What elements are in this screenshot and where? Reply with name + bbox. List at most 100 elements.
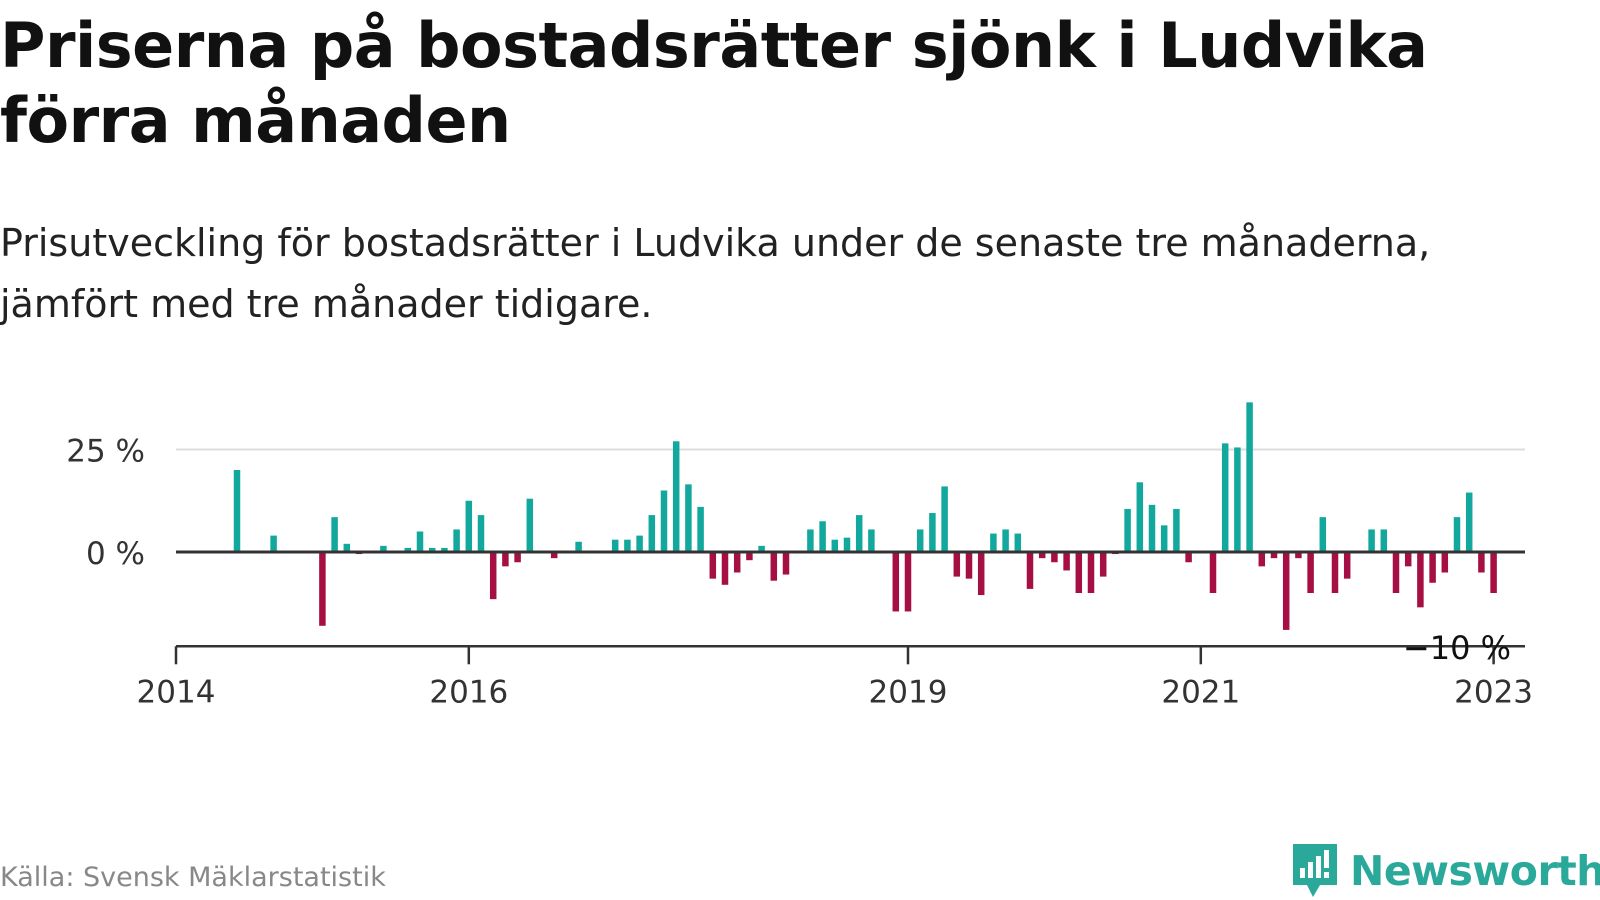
x-tick-label: 2021 bbox=[1161, 674, 1240, 710]
chart-subtitle: Prisutveckling för bostadsrätter i Ludvi… bbox=[0, 221, 1431, 326]
bar bbox=[1051, 552, 1058, 563]
bar bbox=[819, 521, 826, 552]
bar bbox=[489, 552, 497, 600]
bar bbox=[831, 539, 839, 552]
bar bbox=[1014, 533, 1022, 552]
bar bbox=[428, 547, 436, 552]
bar bbox=[1319, 517, 1327, 552]
bar bbox=[904, 552, 912, 612]
bar bbox=[746, 552, 753, 561]
bar bbox=[319, 552, 326, 626]
last-value-label: −10 % bbox=[1403, 629, 1511, 667]
bar bbox=[843, 537, 851, 552]
source-note: Källa: Svensk Mäklarstatistik bbox=[0, 862, 386, 893]
bar bbox=[648, 515, 656, 552]
bar bbox=[965, 552, 973, 579]
bar bbox=[697, 506, 704, 552]
bar bbox=[343, 543, 351, 552]
x-tick-label: 2014 bbox=[137, 674, 216, 710]
bar bbox=[1368, 529, 1375, 552]
bar bbox=[1404, 552, 1412, 567]
bar bbox=[331, 517, 338, 552]
bar bbox=[1221, 443, 1229, 552]
bar bbox=[380, 545, 387, 552]
bar bbox=[953, 552, 961, 577]
bar bbox=[1160, 525, 1168, 552]
bar bbox=[782, 552, 790, 575]
bar bbox=[1429, 552, 1436, 583]
bar bbox=[685, 484, 692, 552]
bar bbox=[709, 552, 717, 579]
bar bbox=[733, 552, 741, 573]
bar bbox=[807, 529, 814, 552]
bar bbox=[1099, 552, 1107, 577]
bar-chart: 25 % 0 % 2014 2016 2019 2021 2023 −10 % bbox=[66, 402, 1533, 710]
bar bbox=[1270, 552, 1278, 559]
bar bbox=[770, 552, 778, 581]
bar bbox=[1343, 552, 1351, 579]
bar bbox=[916, 529, 924, 552]
bar bbox=[1234, 447, 1241, 552]
bar bbox=[1490, 552, 1497, 593]
bar bbox=[1258, 552, 1266, 567]
bar bbox=[1087, 552, 1095, 593]
bar bbox=[1209, 552, 1217, 593]
y-tick-label: 25 % bbox=[66, 434, 145, 470]
brand-name: Newsworthy bbox=[1350, 847, 1600, 895]
bar bbox=[1075, 552, 1083, 593]
y-tick-label: 0 % bbox=[86, 536, 145, 572]
bar bbox=[1453, 517, 1461, 552]
bar bbox=[660, 490, 668, 552]
bar bbox=[721, 552, 729, 585]
bar bbox=[892, 552, 900, 612]
bar bbox=[233, 470, 241, 552]
bar bbox=[1380, 529, 1388, 552]
bar bbox=[1038, 552, 1046, 559]
bar bbox=[1295, 552, 1302, 559]
bar bbox=[1173, 508, 1180, 552]
bar bbox=[1063, 552, 1070, 571]
bar bbox=[1148, 504, 1156, 552]
bar bbox=[1392, 552, 1400, 593]
bar bbox=[575, 541, 582, 552]
bar bbox=[758, 545, 765, 552]
bar bbox=[1465, 492, 1473, 552]
bar bbox=[550, 552, 558, 559]
bar bbox=[1124, 508, 1131, 552]
bar bbox=[502, 552, 509, 567]
x-tick-label: 2023 bbox=[1454, 674, 1533, 710]
bar bbox=[453, 529, 460, 552]
brand-logo: Newsworthy bbox=[1290, 842, 1600, 900]
bar bbox=[1136, 482, 1144, 552]
bar bbox=[1002, 529, 1009, 552]
bar bbox=[636, 535, 643, 552]
chart-title: Priserna på bostadsrätter sjönk i Ludvik… bbox=[0, 9, 1428, 157]
x-tick-label: 2019 bbox=[869, 674, 948, 710]
newsworthy-logo-icon bbox=[1293, 844, 1337, 897]
bar bbox=[465, 500, 473, 552]
bar bbox=[441, 547, 448, 552]
bar bbox=[526, 498, 534, 552]
bar bbox=[929, 513, 936, 552]
bar bbox=[1246, 402, 1253, 552]
x-tick-label: 2016 bbox=[429, 674, 508, 710]
bar bbox=[624, 539, 631, 552]
bar bbox=[1026, 552, 1034, 589]
bar bbox=[1185, 552, 1192, 563]
bar bbox=[404, 547, 412, 552]
bar bbox=[672, 441, 680, 552]
bar bbox=[855, 515, 863, 552]
bar bbox=[1478, 552, 1485, 573]
bar bbox=[868, 529, 875, 552]
bar bbox=[1282, 552, 1290, 630]
bar bbox=[1307, 552, 1314, 593]
bar bbox=[477, 515, 485, 552]
bar bbox=[1441, 552, 1449, 573]
bar bbox=[941, 486, 948, 552]
bar bbox=[1331, 552, 1339, 593]
bar bbox=[977, 552, 985, 596]
bar bbox=[611, 539, 619, 552]
bar bbox=[1417, 552, 1424, 608]
bar bbox=[416, 531, 424, 552]
bar bbox=[270, 535, 277, 552]
